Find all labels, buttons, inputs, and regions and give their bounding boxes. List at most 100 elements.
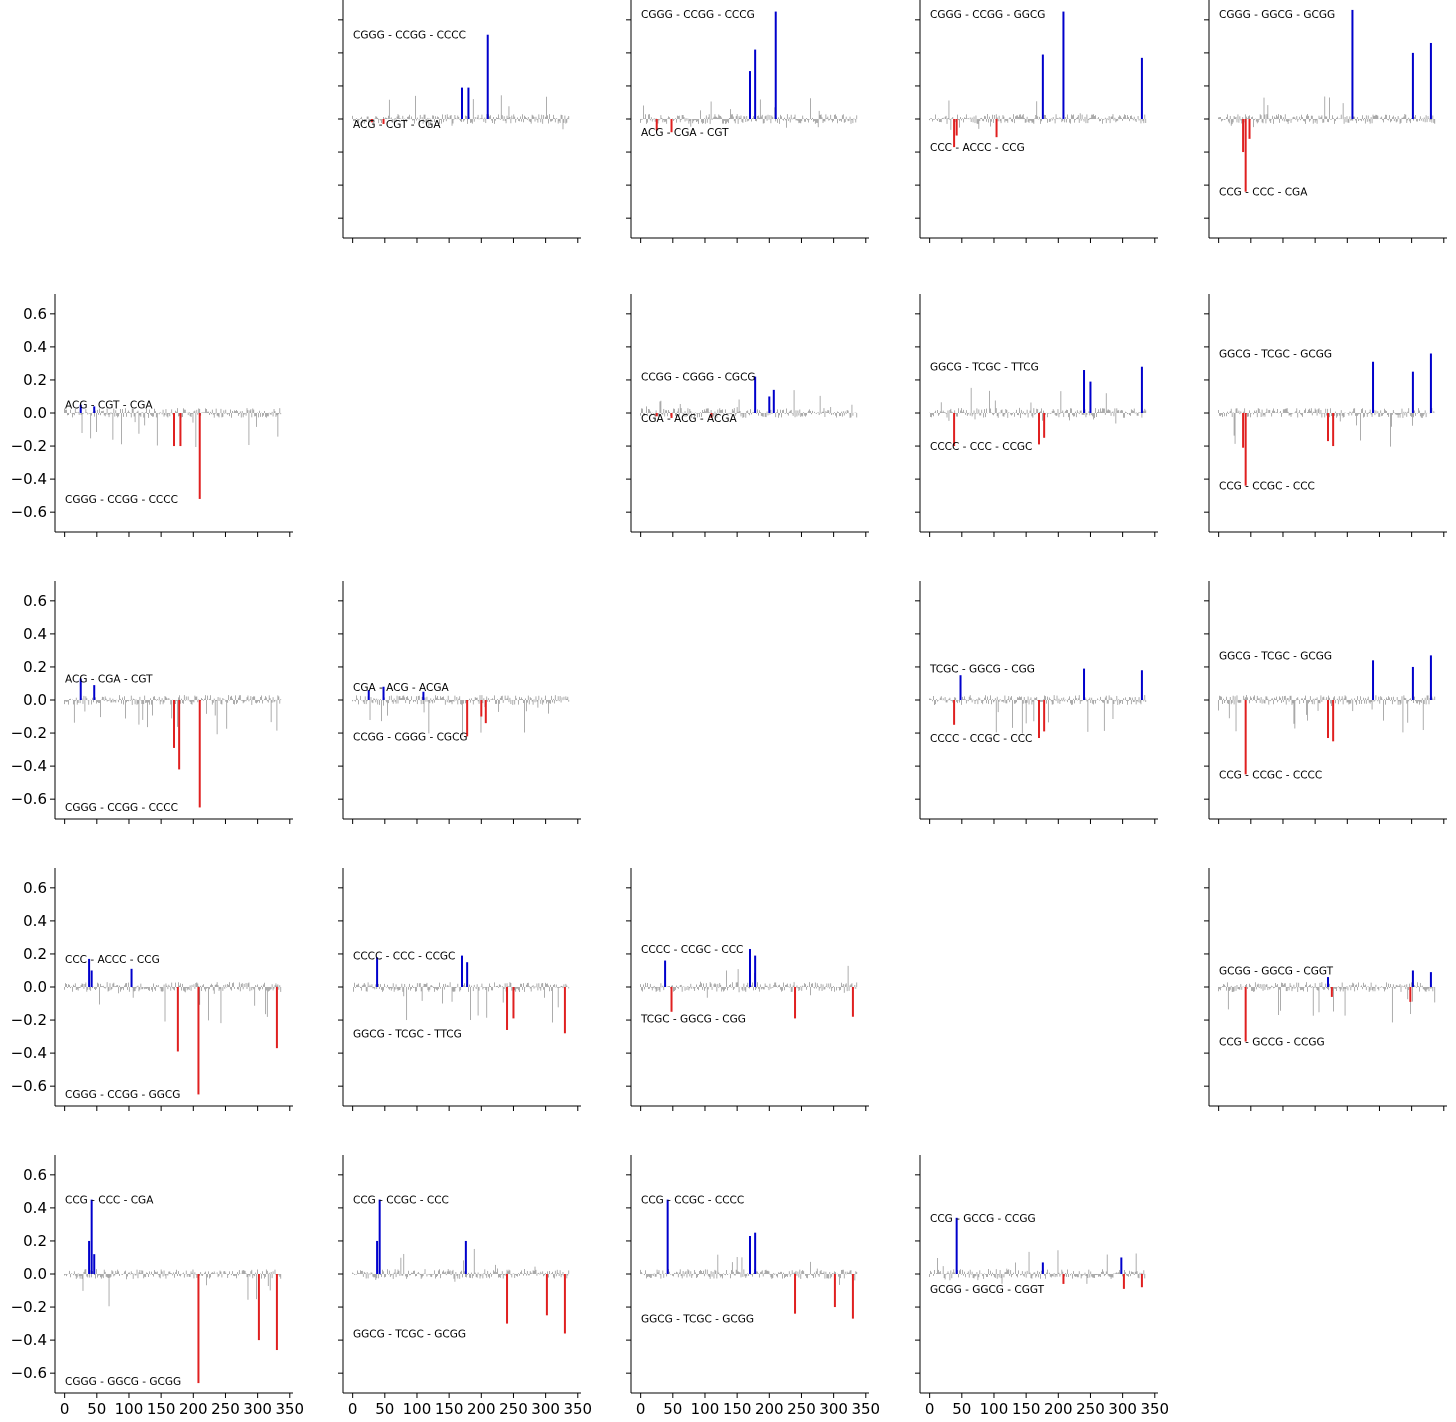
negative-highlight-bar: [710, 413, 713, 418]
positive-highlight-bar: [466, 962, 469, 987]
x-tick-label: 150: [435, 1400, 464, 1418]
y-tick-label: 0.0: [23, 1265, 47, 1283]
x-tick-label: 150: [723, 1400, 752, 1418]
negative-highlight-bar: [995, 119, 998, 138]
negative-highlight-bar: [655, 119, 658, 131]
background-bars: [352, 695, 570, 736]
positive-highlight-bar: [754, 1232, 757, 1274]
negative-highlight-bar: [670, 413, 673, 418]
negative-highlight-bar: [655, 413, 658, 417]
background-bars: [1218, 982, 1436, 1023]
positive-highlight-bar: [1140, 670, 1143, 700]
positive-highlight-bar: [422, 691, 425, 700]
panel-bottom-label: CCCC - CCGC - CCC: [930, 733, 1032, 745]
x-tick-label: 350: [563, 1400, 592, 1418]
positive-highlight-bar: [1327, 977, 1329, 987]
x-tick-label: 0: [60, 1400, 70, 1418]
negative-highlight-bar: [670, 119, 673, 133]
background-bars: [929, 1250, 1147, 1284]
positive-highlight-bar: [376, 957, 379, 987]
negative-highlight-bar: [1244, 413, 1247, 486]
x-tick-label: 150: [1012, 1400, 1041, 1418]
panel-top-label: CCG - CCGC - CCCC: [641, 1195, 744, 1207]
negative-highlight-bar: [1332, 413, 1335, 447]
panel-top-label: CCGG - CGGG - CGCG: [641, 372, 756, 384]
panel-bottom-label: CCCC - CCC - CCGC: [930, 441, 1032, 453]
negative-highlight-bar: [484, 700, 487, 724]
y-tick-label: −0.2: [11, 1011, 47, 1029]
y-tick-label: 0.2: [23, 945, 47, 963]
negative-highlight-bar: [1242, 413, 1245, 448]
panel-top-label: ACG - CGT - CGA: [65, 400, 153, 412]
panel-top-label: CGA - ACG - ACGA: [353, 682, 450, 694]
positive-highlight-bar: [93, 406, 96, 413]
y-tick-label: 0.6: [23, 1166, 47, 1184]
panel-bottom-label: ACG - CGT - CGA: [353, 119, 441, 131]
panel-r4-c2: 0 50 100 150 200 250 300 350 CCG - CCGC - CCCC GG…: [626, 1155, 880, 1418]
panel-r3-c1: CCCC - CCC - CCGC GGCG - TCGC - TTCG: [338, 868, 581, 1111]
negative-highlight-bar: [179, 413, 182, 447]
negative-highlight-bar: [370, 119, 373, 123]
positive-highlight-bar: [1351, 9, 1354, 120]
positive-highlight-bar: [1372, 660, 1375, 700]
positive-highlight-bar: [768, 396, 771, 413]
negative-highlight-bar: [833, 1274, 836, 1308]
panel-r0-c2: CGGG - CCGG - CCCG ACG - CGA - CGT: [626, 0, 869, 243]
positive-highlight-bar: [1429, 42, 1432, 119]
x-tick-label: 300: [1108, 1400, 1137, 1418]
negative-highlight-bar: [382, 119, 385, 124]
x-tick-label: 200: [179, 1400, 208, 1418]
positive-highlight-bar: [1411, 970, 1414, 987]
negative-highlight-bar: [1043, 700, 1046, 732]
y-tick-label: 0.4: [23, 912, 47, 930]
panel-top-label: CGGG - CCGG - GGCG: [930, 9, 1045, 21]
background-bars: [64, 982, 282, 1024]
positive-highlight-bar: [90, 970, 93, 987]
background-bars: [929, 695, 1147, 734]
x-tick-label: 100: [115, 1400, 144, 1418]
panel-r2-c0: 0.6 0.4 0.2 0.0 −0.2 −0.4 −0.6 ACG - CGA - CGT C…: [11, 581, 293, 824]
x-tick-label: 250: [787, 1400, 816, 1418]
panel-r4-c1: 0 50 100 150 200 250 300 350 CCG - CCGC - CCC GGC…: [338, 1155, 592, 1418]
panel-bottom-label: ACG - CGA - CGT: [641, 127, 729, 139]
positive-highlight-bar: [88, 958, 91, 987]
x-tick-label: 0: [348, 1400, 358, 1418]
positive-highlight-bar: [130, 968, 133, 987]
y-tick-label: −0.2: [11, 1298, 47, 1316]
positive-highlight-bar: [774, 11, 777, 120]
background-bars: [640, 965, 858, 998]
x-tick-label: 250: [211, 1400, 240, 1418]
background-bars: [929, 100, 1147, 130]
panel-bottom-label: CCGG - CGGG - CGCG: [353, 731, 468, 743]
positive-highlight-bar: [1372, 361, 1375, 413]
positive-highlight-bar: [467, 87, 470, 119]
negative-highlight-bar: [275, 987, 278, 1049]
negative-highlight-bar: [275, 1274, 278, 1351]
x-tick-label: 350: [275, 1400, 304, 1418]
background-bars: [352, 982, 570, 1023]
panel-bottom-label: CGGG - CCGG - CCCC: [65, 802, 178, 814]
x-tick-label: 0: [925, 1400, 935, 1418]
negative-highlight-bar: [512, 987, 515, 1019]
positive-highlight-bar: [666, 1199, 669, 1274]
y-tick-label: 0.2: [23, 658, 47, 676]
panel-r0-c3: CGGG - CCGG - GGCG CCC - ACCC - CCG: [915, 0, 1158, 243]
panel-top-label: CCG - CCGC - CCC: [353, 1195, 449, 1207]
negative-highlight-bar: [506, 987, 509, 1030]
negative-highlight-bar: [506, 1274, 509, 1324]
panel-bottom-label: CCG - CCGC - CCCC: [1219, 769, 1322, 781]
positive-highlight-bar: [88, 1240, 91, 1274]
x-tick-label: 350: [1140, 1400, 1169, 1418]
background-bars: [929, 387, 1147, 424]
y-tick-label: 0.6: [23, 305, 47, 323]
panel-top-label: GGCG - TCGC - GCGG: [1219, 650, 1332, 662]
negative-highlight-bar: [794, 1274, 797, 1314]
negative-highlight-bar: [198, 700, 201, 808]
positive-highlight-bar: [1411, 371, 1414, 413]
y-tick-label: 0.0: [23, 404, 47, 422]
panel-bottom-label: GGCG - TCGC - GCGG: [641, 1314, 754, 1326]
y-tick-label: −0.6: [11, 503, 47, 521]
panel-bottom-label: CGGG - CCGG - GGCG: [65, 1089, 180, 1101]
y-tick-label: −0.4: [11, 470, 47, 488]
y-tick-label: 0.4: [23, 338, 47, 356]
